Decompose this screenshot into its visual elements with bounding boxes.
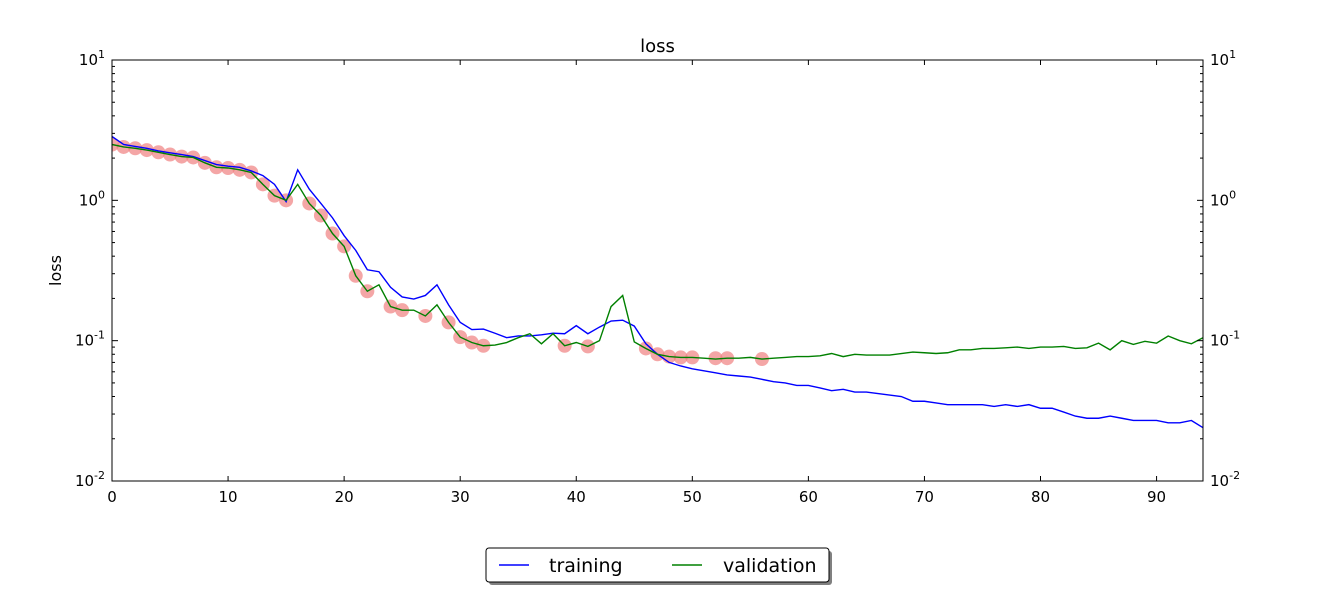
y-tick-label: 101 [79,48,105,69]
y-tick-label: 10-1 [75,329,105,350]
best-epoch-marker [708,351,723,366]
legend-box [485,547,830,583]
x-tick-label: 0 [107,488,117,506]
y-tick-label-right: 10-2 [1210,469,1240,490]
y-tick-label: 10-2 [75,469,105,490]
x-tick-label: 50 [683,488,702,506]
plot-frame [111,59,1204,482]
x-tick-label: 10 [219,488,238,506]
y-tick-label: 100 [79,188,105,209]
x-tick-label: 70 [915,488,934,506]
y-tick-label-right: 101 [1210,48,1236,69]
x-tick-label: 60 [799,488,818,506]
legend-label-training: training [549,555,623,577]
series-line-validation [112,143,1203,360]
series-line-training [112,135,1203,429]
x-tick-label: 90 [1147,488,1166,506]
y-tick-label-right: 100 [1210,188,1236,209]
x-tick-label: 40 [567,488,586,506]
chart-title: loss [640,36,675,57]
marker-group [112,137,769,367]
y-axis-label: loss [46,255,65,286]
x-tick-label: 80 [1031,488,1050,506]
x-tick-label: 30 [451,488,470,506]
x-tick-label: 20 [335,488,354,506]
legend-label-validation: validation [723,555,817,577]
y-tick-label-right: 10-1 [1210,329,1240,350]
